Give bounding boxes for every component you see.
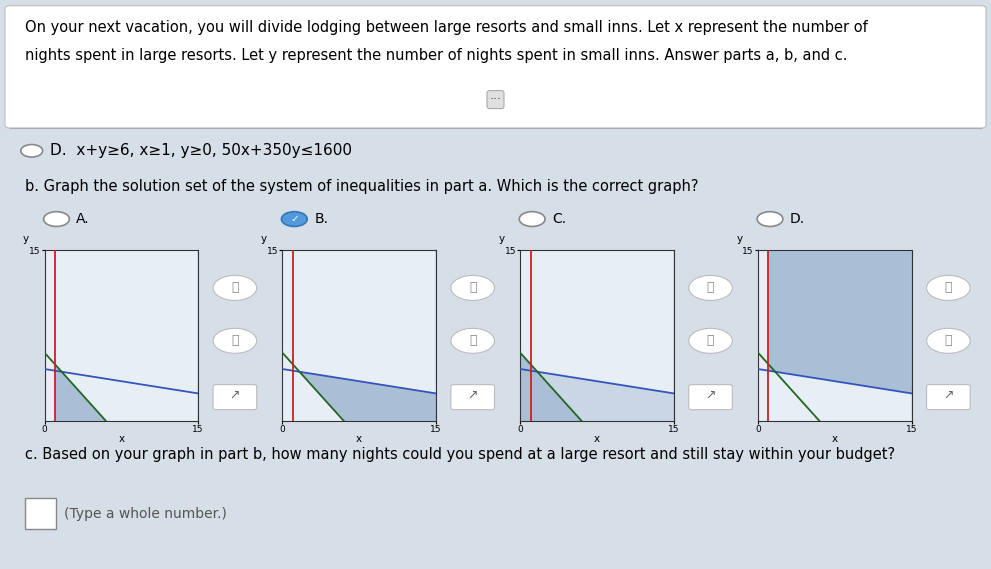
- Text: ···: ···: [490, 93, 501, 106]
- Circle shape: [281, 212, 307, 226]
- FancyBboxPatch shape: [5, 6, 986, 128]
- Polygon shape: [768, 250, 912, 393]
- FancyBboxPatch shape: [213, 385, 257, 410]
- Text: ⌕: ⌕: [944, 335, 952, 347]
- Circle shape: [213, 328, 257, 353]
- Circle shape: [927, 275, 970, 300]
- FancyBboxPatch shape: [927, 385, 970, 410]
- FancyBboxPatch shape: [451, 385, 495, 410]
- Y-axis label: y: y: [736, 233, 742, 244]
- X-axis label: x: x: [594, 434, 601, 444]
- Text: ↗: ↗: [943, 389, 953, 402]
- Text: b. Graph the solution set of the system of inequalities in part a. Which is the : b. Graph the solution set of the system …: [25, 179, 699, 194]
- Text: D.: D.: [790, 212, 805, 226]
- Text: B.: B.: [314, 212, 328, 226]
- Text: ⌕: ⌕: [231, 282, 239, 294]
- Circle shape: [927, 328, 970, 353]
- Text: ↗: ↗: [706, 389, 716, 402]
- X-axis label: x: x: [831, 434, 838, 444]
- Circle shape: [519, 212, 545, 226]
- FancyBboxPatch shape: [25, 498, 56, 529]
- X-axis label: x: x: [118, 434, 125, 444]
- Text: (Type a whole number.): (Type a whole number.): [64, 507, 227, 521]
- Circle shape: [689, 275, 732, 300]
- Polygon shape: [55, 364, 106, 421]
- Text: A.: A.: [76, 212, 90, 226]
- FancyBboxPatch shape: [689, 385, 732, 410]
- Text: ↗: ↗: [230, 389, 240, 402]
- Text: c. Based on your graph in part b, how many nights could you spend at a large res: c. Based on your graph in part b, how ma…: [25, 447, 895, 461]
- Circle shape: [44, 212, 69, 226]
- X-axis label: x: x: [356, 434, 363, 444]
- Polygon shape: [537, 372, 674, 421]
- Text: C.: C.: [552, 212, 566, 226]
- Circle shape: [451, 328, 495, 353]
- Circle shape: [757, 212, 783, 226]
- Y-axis label: y: y: [23, 233, 29, 244]
- Circle shape: [689, 328, 732, 353]
- Polygon shape: [520, 353, 582, 421]
- Text: ↗: ↗: [468, 389, 478, 402]
- Y-axis label: y: y: [498, 233, 504, 244]
- Text: ✓: ✓: [290, 214, 298, 224]
- Circle shape: [21, 145, 43, 157]
- Circle shape: [213, 275, 257, 300]
- Y-axis label: y: y: [261, 233, 267, 244]
- Text: On your next vacation, you will divide lodging between large resorts and small i: On your next vacation, you will divide l…: [25, 20, 867, 35]
- Text: ⌕: ⌕: [944, 282, 952, 294]
- Text: nights spent in large resorts. Let y represent the number of nights spent in sma: nights spent in large resorts. Let y rep…: [25, 48, 847, 63]
- Polygon shape: [299, 372, 436, 421]
- Text: D.  x+y≥6, x≥1, y≥0, 50x+350y≤1600: D. x+y≥6, x≥1, y≥0, 50x+350y≤1600: [50, 143, 352, 158]
- Text: ⌕: ⌕: [707, 282, 715, 294]
- Text: ⌕: ⌕: [231, 335, 239, 347]
- Text: ⌕: ⌕: [469, 335, 477, 347]
- Text: ⌕: ⌕: [707, 335, 715, 347]
- Text: ⌕: ⌕: [469, 282, 477, 294]
- Circle shape: [451, 275, 495, 300]
